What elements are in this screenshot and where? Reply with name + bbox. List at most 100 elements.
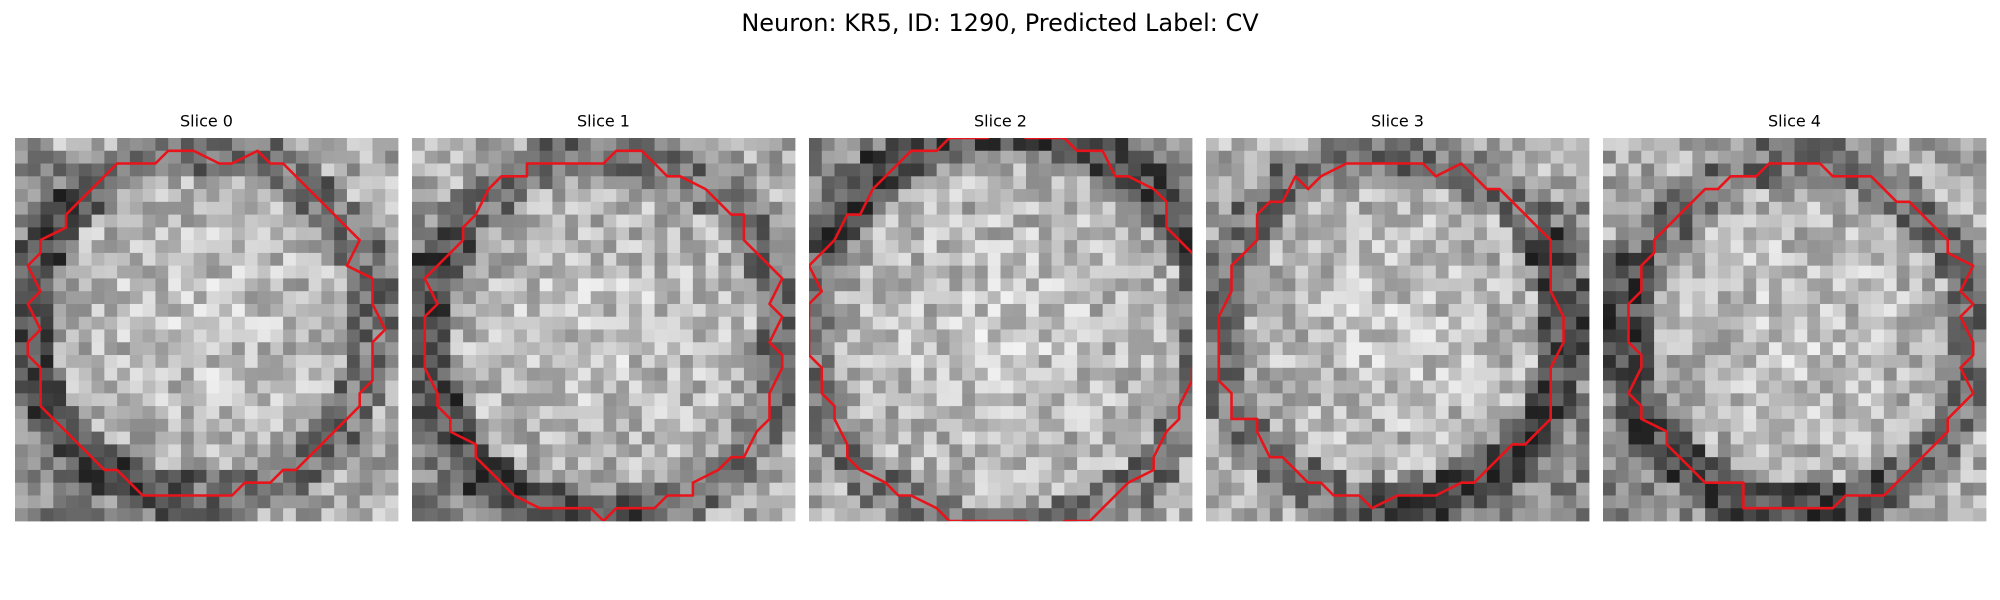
pixel (475, 291, 489, 305)
pixel (168, 189, 182, 203)
pixel (1909, 329, 1923, 343)
pixel (1166, 431, 1180, 445)
pixel (1384, 342, 1398, 356)
pixel (692, 240, 707, 254)
pixel (1781, 469, 1795, 484)
pixel (539, 278, 553, 292)
pixel (1973, 316, 1987, 330)
pixel (1807, 163, 1821, 177)
pixel (219, 265, 233, 279)
pixel (1282, 252, 1296, 267)
pixel (129, 431, 144, 445)
pixel (1871, 316, 1885, 330)
pixel (1410, 342, 1424, 356)
pixel (743, 303, 758, 318)
pixel (1013, 291, 1027, 305)
image-panel (15, 138, 399, 522)
pixel (1947, 316, 1961, 330)
pixel (667, 240, 681, 254)
pixel (385, 316, 399, 330)
pixel (1883, 418, 1898, 433)
pixel (654, 150, 668, 164)
pixel (629, 431, 643, 445)
pixel (244, 469, 258, 484)
pixel (1244, 214, 1258, 228)
pixel (1756, 380, 1770, 394)
pixel (437, 444, 451, 458)
pixel (1717, 201, 1732, 215)
pixel (552, 355, 566, 369)
pixel (898, 482, 912, 496)
pixel (718, 227, 732, 241)
pixel (743, 457, 758, 471)
pixel (1077, 482, 1091, 496)
pixel (1832, 469, 1846, 484)
pixel (488, 201, 502, 215)
pixel (1448, 214, 1462, 228)
pixel (1922, 316, 1936, 330)
pixel (1512, 469, 1526, 484)
pixel (1077, 469, 1091, 484)
pixel (1525, 469, 1539, 484)
pixel (1282, 329, 1296, 343)
pixel (1269, 342, 1283, 356)
pixel (1973, 240, 1987, 254)
pixel (923, 176, 938, 190)
pixel (872, 342, 886, 356)
pixel (91, 265, 105, 279)
pixel (1628, 495, 1642, 509)
pixel (590, 278, 604, 292)
pixel (590, 495, 604, 509)
pixel (641, 265, 655, 279)
pixel (1717, 291, 1732, 305)
pixel (1832, 278, 1846, 292)
pixel (872, 495, 886, 509)
pixel (1705, 406, 1719, 420)
pixel (1089, 367, 1104, 381)
pixel (1359, 316, 1373, 330)
pixel (923, 278, 938, 292)
pixel (1179, 355, 1193, 369)
pixel (1679, 138, 1693, 152)
pixel (219, 329, 233, 343)
pixel (1206, 431, 1220, 445)
pixel (1486, 227, 1501, 241)
pixel (346, 393, 361, 407)
pixel (1423, 240, 1437, 254)
pixel (1397, 201, 1411, 215)
pixel (1128, 482, 1142, 496)
pixel (257, 252, 271, 267)
pixel (1550, 278, 1564, 292)
pixel (514, 380, 528, 394)
pixel (117, 393, 131, 407)
pixel (1359, 380, 1373, 394)
pixel (1730, 508, 1744, 522)
pixel (155, 444, 169, 458)
pixel (155, 265, 169, 279)
pixel (1000, 291, 1014, 305)
pixel (1705, 252, 1719, 267)
pixel (155, 329, 169, 343)
pixel (654, 329, 668, 343)
pixel (1858, 252, 1872, 267)
pixel (860, 214, 874, 228)
pixel (847, 189, 861, 203)
pixel (782, 329, 796, 343)
pixel (743, 176, 758, 190)
pixel (1730, 201, 1744, 215)
pixel (142, 265, 156, 279)
pixel (219, 431, 233, 445)
pixel (1051, 240, 1065, 254)
pixel (1179, 495, 1193, 509)
pixel (412, 329, 426, 343)
pixel (1666, 469, 1680, 484)
pixel (412, 303, 426, 318)
pixel (1576, 380, 1590, 394)
pixel (1858, 329, 1872, 343)
pixel (872, 418, 886, 433)
pixel (1896, 431, 1910, 445)
pixel (1179, 406, 1193, 420)
pixel (359, 163, 373, 177)
pixel (15, 278, 29, 292)
pixel (616, 163, 630, 177)
